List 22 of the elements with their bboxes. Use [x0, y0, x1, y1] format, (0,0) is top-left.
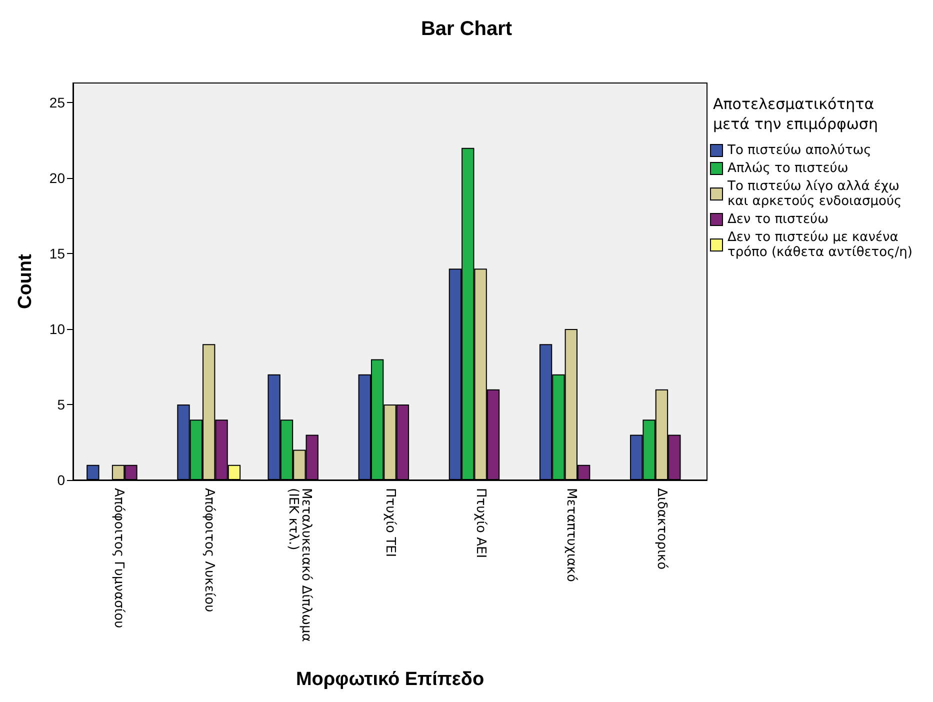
x-tick-label: Απόφοιτος Γυμνασίου: [110, 488, 126, 628]
y-tick-label: 20: [49, 170, 66, 186]
x-tick-label: Μεταλυκειακό Δίπλωμα (ΙΕΚ κτλ.): [285, 488, 314, 642]
legend-label: Απλώς το πιστεύω: [728, 161, 848, 176]
x-tick-label: Μεταπτυχιακό: [564, 488, 579, 582]
legend-label: Δεν το πιστεύω: [728, 212, 828, 227]
x-tick-label: Πτυχίο ΑΕΙ: [473, 488, 488, 558]
y-axis-title: Count: [15, 253, 36, 309]
legend-label: Το πιστεύω λίγο αλλά έχω και αρκετούς ενδοιασμούς: [726, 179, 902, 209]
legend-title: Αποτελεσματικότητα μετά την επιμόρφωση: [713, 95, 878, 133]
legend-label: Το πιστεύω απολύτως: [726, 143, 872, 158]
chart-title: Bar Chart: [420, 18, 512, 40]
y-tick-label: 10: [49, 321, 66, 338]
y-tick-label: 15: [49, 246, 66, 262]
legend-label: Δεν το πιστεύω με κανένα τρόπο (κάθετα αντίθετος/η): [728, 230, 912, 260]
y-tick-label: 25: [49, 94, 66, 111]
x-tick-label: Απόφοιτος Λυκείου: [201, 488, 216, 612]
y-tick-label: 0: [57, 472, 66, 488]
x-tick-label: Διδακτορικό: [654, 488, 670, 570]
y-tick-label: 5: [57, 396, 66, 413]
x-tick-label: Πτυχίο ΤΕΙ: [382, 488, 398, 558]
x-axis-title: Μορφωτικό Επίπεδο: [296, 669, 484, 690]
